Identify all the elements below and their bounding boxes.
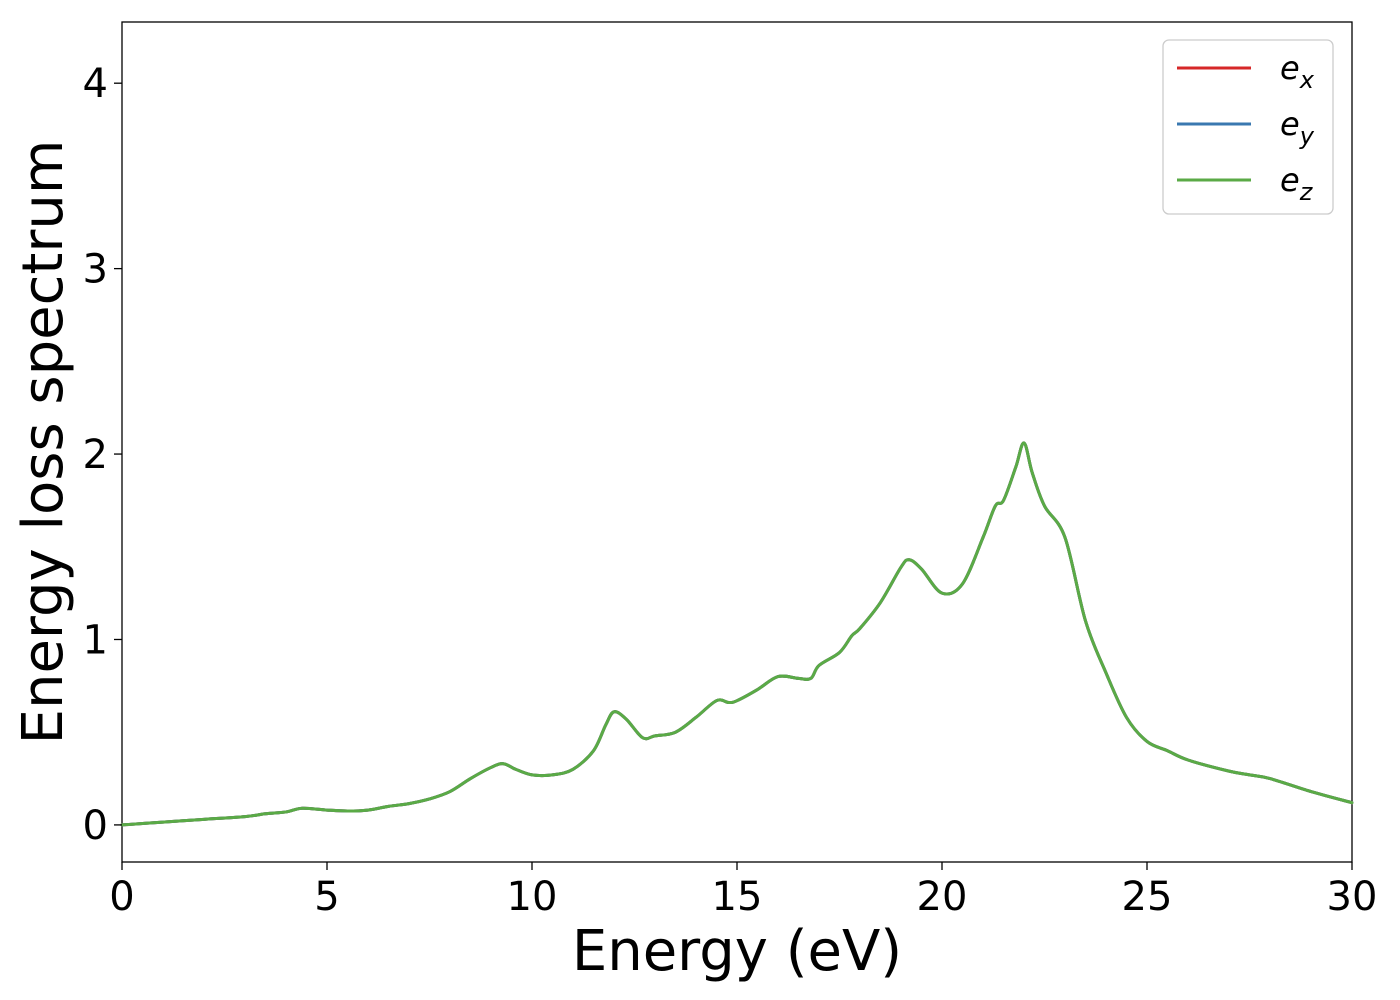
legend-label: ey <box>1280 105 1315 150</box>
legend-frame <box>1162 39 1334 215</box>
y-axis-ticks: 0 1 2 3 4 <box>83 61 122 849</box>
x-tick-label: 25 <box>1122 874 1173 920</box>
plot-frame <box>121 21 1353 863</box>
x-axis-label: Energy (eV) <box>572 919 902 984</box>
series-line-e-z <box>120 441 1354 827</box>
legend-item-e-z: ez <box>1177 161 1314 206</box>
legend-label: ex <box>1280 49 1315 94</box>
y-tick-label: 0 <box>83 803 108 849</box>
y-tick-label: 3 <box>83 247 108 293</box>
x-tick-label: 10 <box>507 874 558 920</box>
x-tick-label: 30 <box>1327 874 1378 920</box>
legend: ex ey ez <box>1162 39 1334 215</box>
legend-item-e-x: ex <box>1177 49 1315 94</box>
x-tick-label: 0 <box>109 874 134 920</box>
x-tick-label: 20 <box>917 874 968 920</box>
y-axis-label: Energy loss spectrum <box>11 140 76 745</box>
plot-area <box>120 21 1354 863</box>
y-tick-label: 1 <box>83 617 108 663</box>
y-tick-label: 4 <box>83 61 108 107</box>
x-tick-label: 5 <box>314 874 339 920</box>
y-tick-label: 2 <box>83 432 108 478</box>
legend-label: ez <box>1280 161 1314 206</box>
x-axis-ticks: 0 5 10 15 20 25 30 <box>109 862 1377 920</box>
legend-item-e-y: ey <box>1177 105 1315 150</box>
series-layer <box>120 441 1354 827</box>
x-tick-label: 15 <box>712 874 763 920</box>
